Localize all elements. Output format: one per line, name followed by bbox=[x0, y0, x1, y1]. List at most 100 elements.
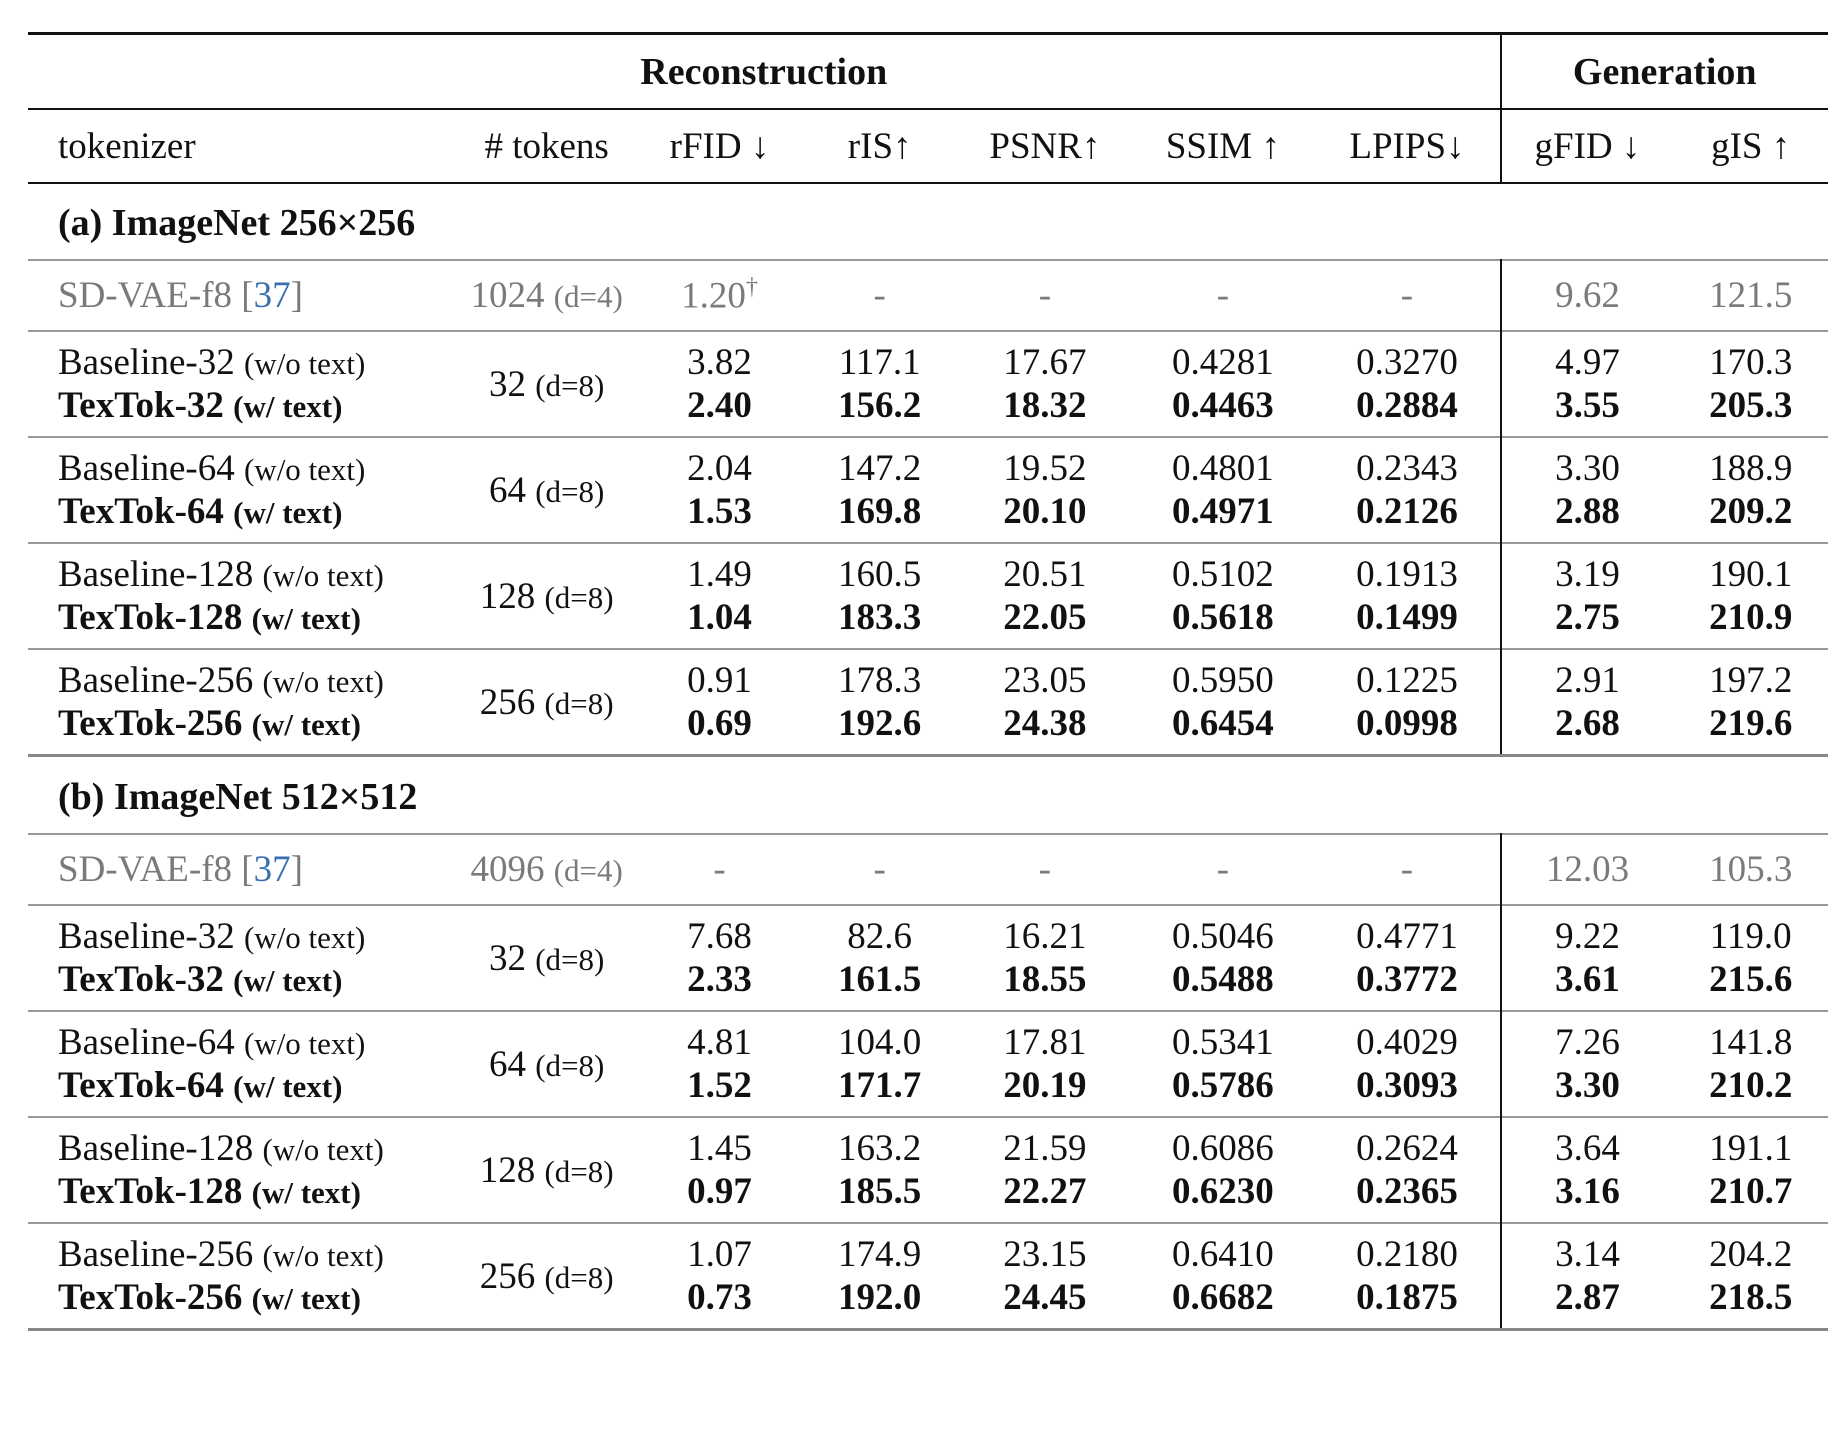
baseline-ssim: 0.5046 bbox=[1131, 904, 1315, 958]
textok-lpips: 0.1499 bbox=[1314, 596, 1502, 649]
textok-rfid: 1.04 bbox=[687, 597, 752, 638]
tokenizer-note: (w/o text) bbox=[262, 558, 384, 593]
reference-tokenizer: SD-VAE-f8 [37] bbox=[28, 833, 456, 905]
tokenizer-name: Baseline-32 bbox=[58, 342, 235, 383]
col-header-lpips: LPIPS↓ bbox=[1314, 108, 1502, 183]
baseline-rfid: 1.49 bbox=[638, 542, 801, 596]
textok-ris: 185.5 bbox=[838, 1171, 922, 1212]
textok-row: TexTok-32 (w/ text) 2.33 161.5 18.55 0.5488 0… bbox=[28, 958, 1828, 1011]
reference-gfid: 9.62 bbox=[1500, 259, 1674, 331]
baseline-rfid: 1.07 bbox=[638, 1222, 801, 1276]
reference-name: SD-VAE-f8 [ bbox=[58, 849, 254, 890]
cell-value: - bbox=[873, 275, 886, 316]
col-header-tokens: # tokens bbox=[455, 108, 639, 183]
tokenizer-note: (w/o text) bbox=[262, 664, 384, 699]
textok-gfid: 2.87 bbox=[1555, 1277, 1620, 1318]
baseline-row: Baseline-64 (w/o text) 64 (d=8) 4.81 104.0 1… bbox=[28, 1010, 1828, 1117]
tokenizer-name: Baseline-128 bbox=[58, 1128, 254, 1169]
textok-psnr: 24.38 bbox=[1003, 703, 1087, 744]
baseline-psnr: 17.67 bbox=[958, 330, 1132, 384]
baseline-ssim: 0.5950 bbox=[1131, 648, 1315, 702]
tokenizer-name: Baseline-64 bbox=[58, 448, 235, 489]
token-count-cell: 256 (d=8) bbox=[455, 1222, 639, 1330]
baseline-gfid: 2.91 bbox=[1500, 648, 1674, 702]
cell-value: - bbox=[1216, 849, 1230, 890]
baseline-psnr: 20.51 bbox=[958, 542, 1132, 596]
textok-psnr: 18.32 bbox=[1003, 385, 1087, 426]
token-count: 1024 bbox=[470, 275, 545, 316]
baseline-tokenizer: Baseline-32 (w/o text) bbox=[28, 330, 456, 384]
baseline-row: Baseline-128 (w/o text) 128 (d=8) 1.49 160.… bbox=[28, 542, 1828, 649]
token-dim-note: (d=8) bbox=[535, 367, 605, 403]
token-count-cell: 128 (d=8) bbox=[455, 1116, 639, 1223]
reference-row: SD-VAE-f8 [37] 1024 (d=4) 1.20† - - - -9.62 121… bbox=[28, 259, 1828, 331]
textok-gfid: 2.88 bbox=[1555, 491, 1620, 532]
reference-row: SD-VAE-f8 [37] 4096 (d=4) - - - - -12.03 105.3 bbox=[28, 833, 1828, 905]
baseline-lpips: 0.1913 bbox=[1314, 542, 1502, 596]
tokenizer-name: TexTok-32 bbox=[58, 385, 224, 426]
tokenizer-note: (w/o text) bbox=[262, 1132, 384, 1167]
cell-value: - bbox=[1400, 275, 1414, 316]
token-dim-note: (d=8) bbox=[535, 941, 605, 977]
textok-gis: 205.3 bbox=[1709, 385, 1793, 426]
textok-ris: 192.0 bbox=[838, 1277, 922, 1318]
baseline-lpips: 0.3270 bbox=[1314, 330, 1502, 384]
baseline-gfid: 3.19 bbox=[1500, 542, 1674, 596]
cell-value: - bbox=[1038, 275, 1052, 316]
token-count: 32 bbox=[488, 937, 526, 979]
textok-gfid: 2.75 bbox=[1555, 597, 1620, 638]
baseline-psnr: 23.05 bbox=[958, 648, 1132, 702]
textok-ris: 156.2 bbox=[838, 385, 922, 426]
citation-link[interactable]: 37 bbox=[253, 849, 291, 890]
baseline-rfid: 2.04 bbox=[638, 436, 801, 490]
baseline-ris: 174.9 bbox=[800, 1222, 959, 1276]
baseline-row: Baseline-32 (w/o text) 32 (d=8) 7.68 82.6 16… bbox=[28, 904, 1828, 1011]
baseline-gfid: 4.97 bbox=[1500, 330, 1674, 384]
textok-gfid: 3.55 bbox=[1555, 385, 1620, 426]
baseline-lpips: 0.2180 bbox=[1314, 1222, 1502, 1276]
header-double-rule bbox=[28, 182, 1828, 187]
tokenizer-note: (w/o text) bbox=[243, 346, 366, 381]
textok-tokenizer: TexTok-128 (w/ text) bbox=[28, 596, 455, 649]
tokenizer-name: TexTok-32 bbox=[58, 959, 224, 1000]
textok-gis: 210.2 bbox=[1709, 1065, 1793, 1106]
token-dim-note: (d=8) bbox=[544, 1259, 614, 1295]
token-count: 64 bbox=[488, 469, 526, 511]
textok-tokenizer: TexTok-128 (w/ text) bbox=[28, 1170, 455, 1223]
tokenizer-name: TexTok-256 bbox=[58, 703, 243, 744]
baseline-lpips: 0.4771 bbox=[1314, 904, 1502, 958]
cell-value: 121.5 bbox=[1709, 275, 1793, 316]
token-count-cell: 32 (d=8) bbox=[455, 330, 639, 437]
col-header-psnr: PSNR↑ bbox=[958, 108, 1132, 183]
textok-row: TexTok-64 (w/ text) 1.53 169.8 20.10 0.4971 0… bbox=[28, 490, 1828, 543]
baseline-psnr: 16.21 bbox=[958, 904, 1132, 958]
baseline-rfid: 1.45 bbox=[638, 1116, 801, 1170]
tokenizer-note: (w/o text) bbox=[262, 1238, 384, 1273]
citation-link[interactable]: 37 bbox=[253, 275, 291, 316]
section-separator bbox=[28, 754, 1828, 761]
textok-psnr: 20.19 bbox=[1003, 1065, 1087, 1106]
cell-value: - bbox=[1216, 275, 1230, 316]
textok-lpips: 0.3772 bbox=[1314, 958, 1502, 1011]
tokenizer-name: TexTok-64 bbox=[58, 491, 224, 532]
textok-lpips: 0.1875 bbox=[1314, 1276, 1502, 1330]
tokenizer-note: (w/ text) bbox=[251, 1281, 361, 1316]
section-title-row: (a) ImageNet 256×256 bbox=[28, 187, 1828, 260]
tokenizer-note: (w/ text) bbox=[233, 389, 343, 424]
baseline-gis: 170.3 bbox=[1673, 330, 1828, 384]
textok-rfid: 0.69 bbox=[687, 703, 752, 744]
baseline-psnr: 21.59 bbox=[958, 1116, 1132, 1170]
textok-ssim: 0.6454 bbox=[1172, 703, 1274, 744]
baseline-row: Baseline-64 (w/o text) 64 (d=8) 2.04 147.2 1… bbox=[28, 436, 1828, 543]
section-title: (b) ImageNet 512×512 bbox=[58, 776, 418, 818]
cell-value: 9.62 bbox=[1555, 275, 1620, 316]
baseline-ris: 178.3 bbox=[800, 648, 959, 702]
tokenizer-note: (w/o text) bbox=[243, 920, 366, 955]
textok-tokenizer: TexTok-32 (w/ text) bbox=[28, 384, 455, 437]
token-dim-note: (d=8) bbox=[535, 1047, 605, 1083]
textok-rfid: 0.73 bbox=[687, 1277, 752, 1318]
textok-ris: 192.6 bbox=[838, 703, 922, 744]
section-title: (a) ImageNet 256×256 bbox=[58, 202, 416, 244]
textok-tokenizer: TexTok-256 (w/ text) bbox=[28, 1276, 455, 1330]
tokenizer-name: Baseline-128 bbox=[58, 554, 254, 595]
